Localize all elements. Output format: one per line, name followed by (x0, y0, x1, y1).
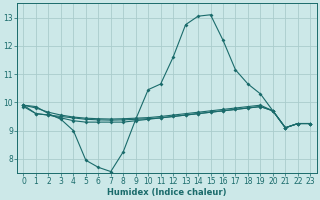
X-axis label: Humidex (Indice chaleur): Humidex (Indice chaleur) (107, 188, 227, 197)
